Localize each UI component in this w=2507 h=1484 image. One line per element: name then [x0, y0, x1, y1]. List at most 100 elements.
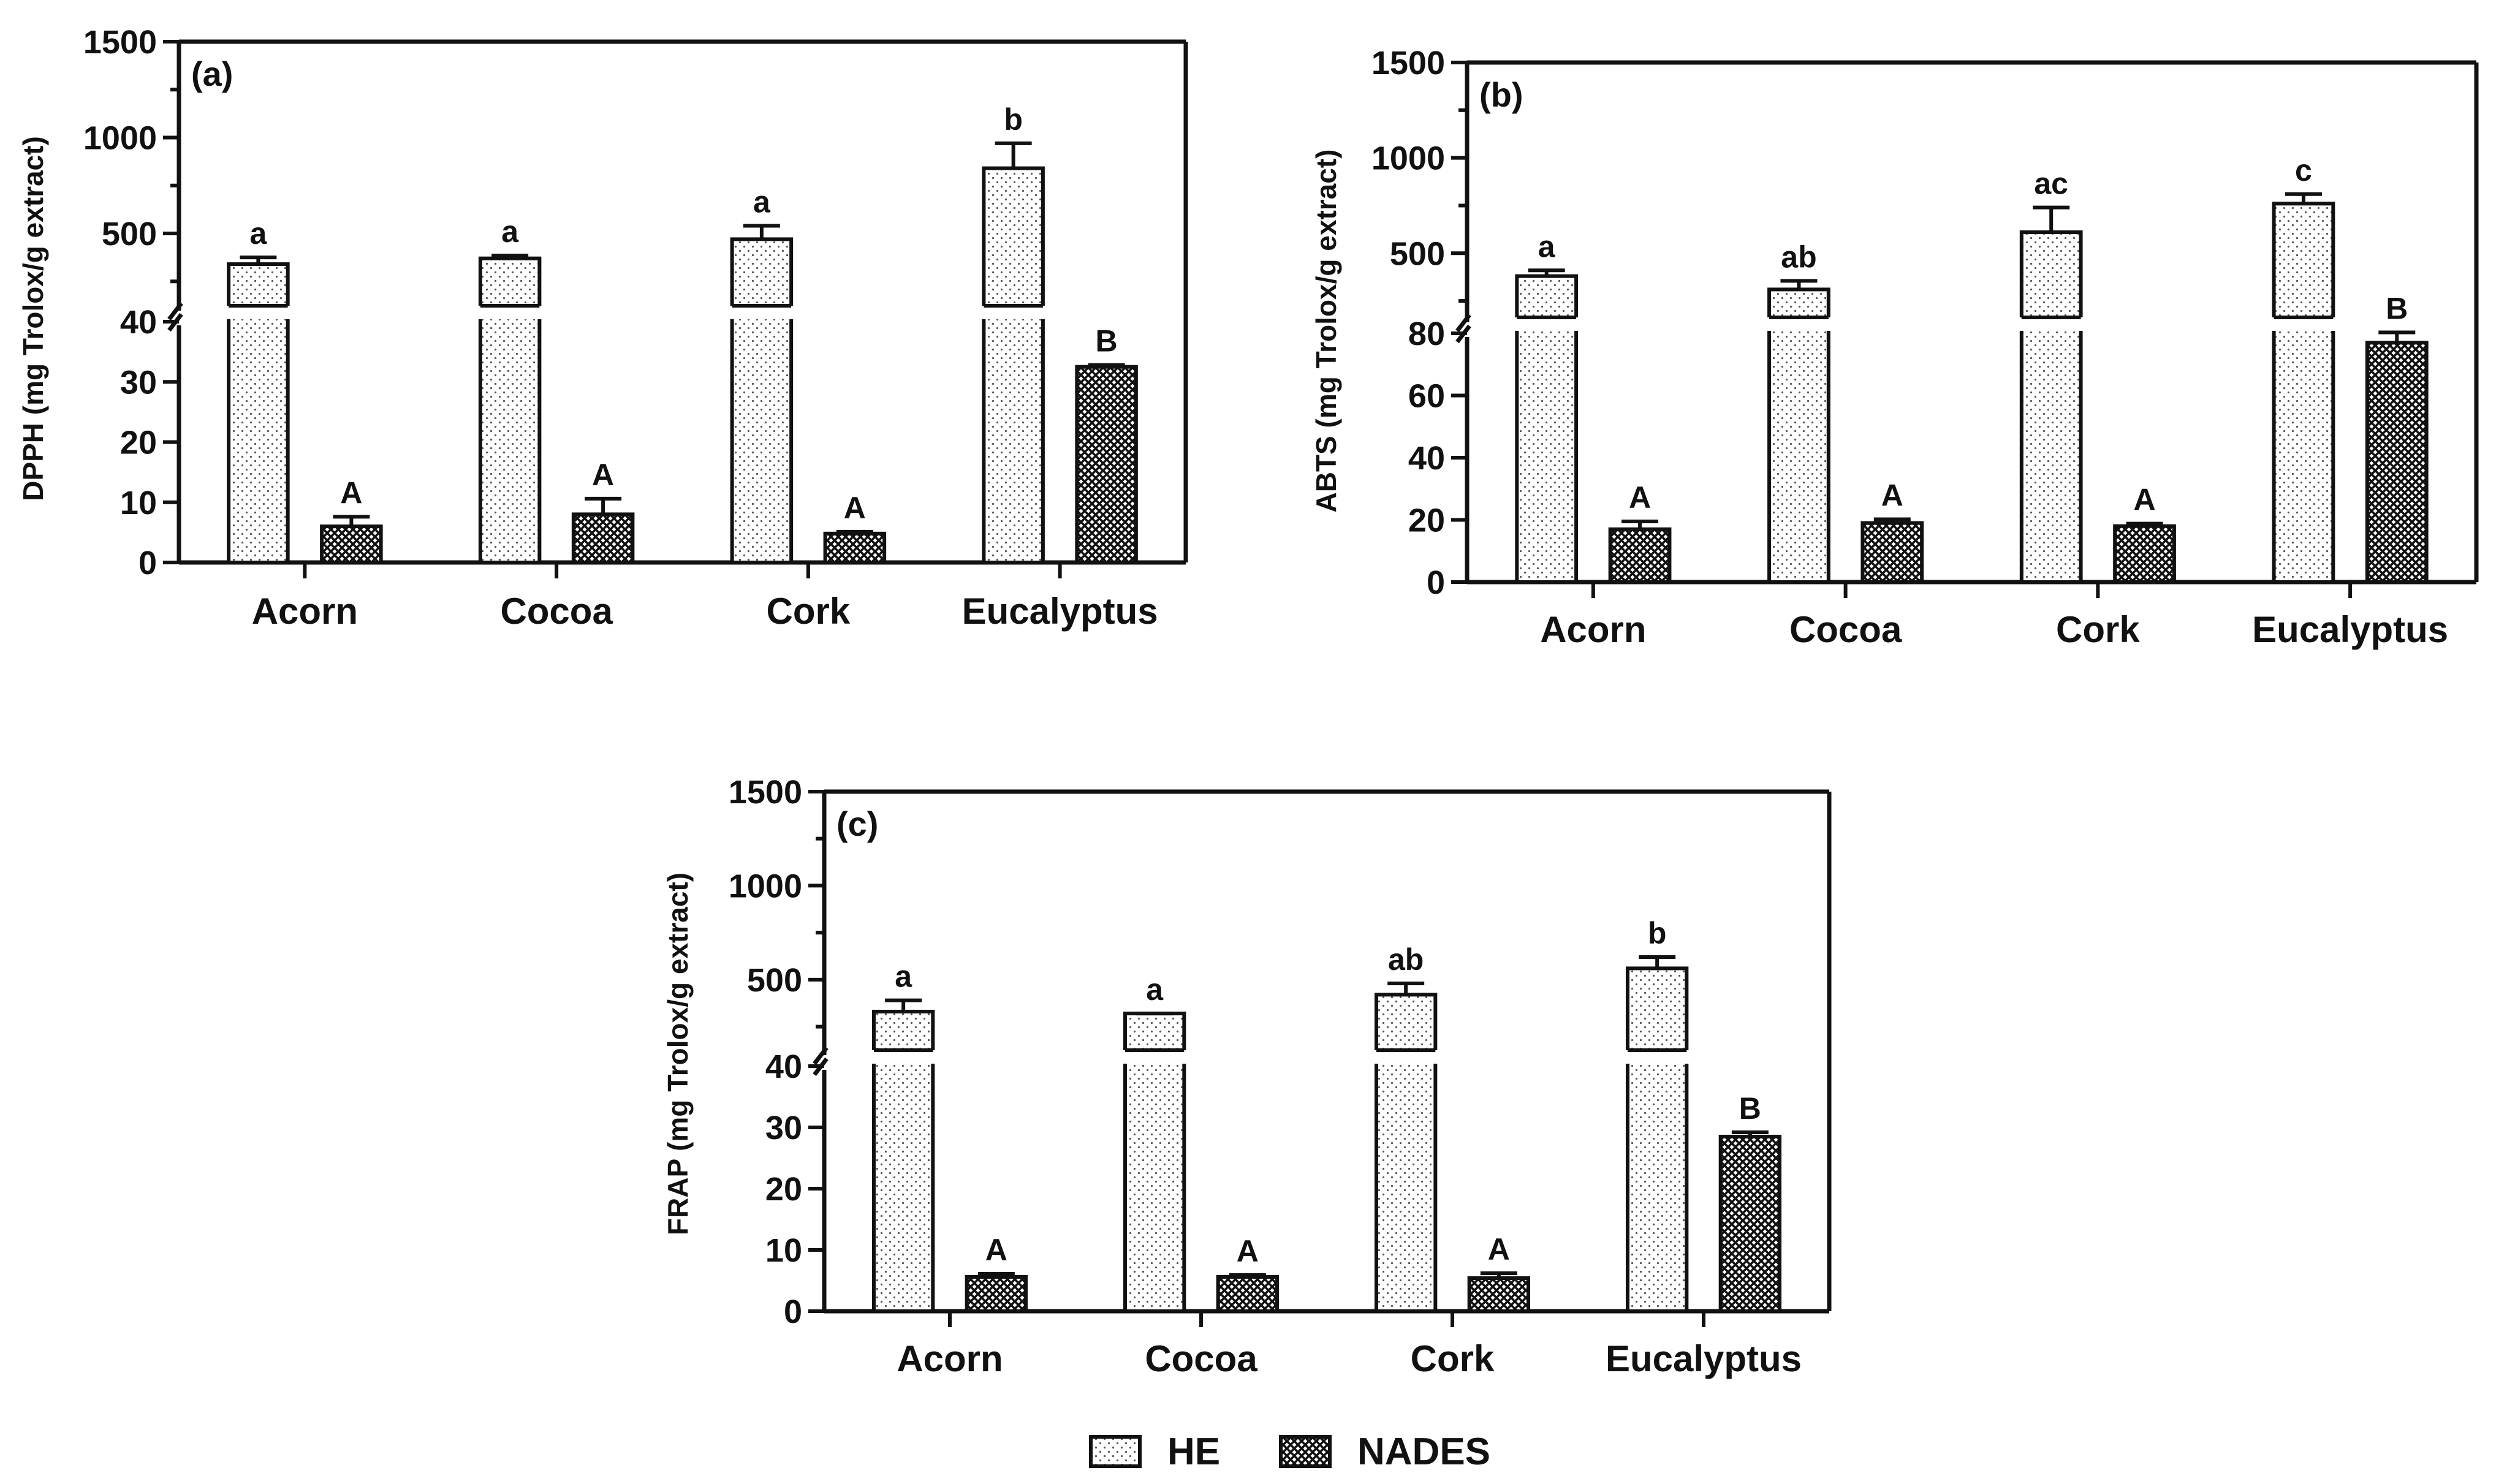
axis-break-mark: [167, 301, 183, 321]
y-tick-label: 1000: [1371, 140, 1445, 177]
significance-letter: a: [1146, 972, 1164, 1007]
panel-label: (a): [191, 55, 233, 93]
significance-letter: B: [1739, 1091, 1761, 1126]
significance-letter: ac: [2034, 167, 2068, 201]
bar-nades-cork: [1467, 1276, 1531, 1313]
bar-break-gap: [476, 306, 544, 319]
significance-letter: b: [1004, 102, 1023, 137]
y-tick-label: 30: [765, 1110, 802, 1146]
bar-nades-cocoa: [571, 512, 635, 565]
category-label: Cork: [767, 591, 851, 632]
significance-letter: A: [1237, 1234, 1259, 1268]
y-tick-label: 500: [1390, 235, 1445, 272]
category-label: Cork: [2056, 609, 2140, 650]
legend-swatch-nades: [1279, 1435, 1332, 1468]
bar-break-gap: [225, 306, 292, 319]
significance-letter: B: [2386, 291, 2408, 325]
legend: HE NADES: [1089, 1431, 1490, 1473]
y-tick-label: 20: [765, 1171, 802, 1208]
y-tick-label: 1500: [729, 774, 802, 811]
y-tick-label: 40: [765, 1048, 802, 1085]
significance-letter: B: [1096, 324, 1118, 358]
bar-break-gap: [2270, 317, 2337, 331]
bar-he-cork: [730, 237, 794, 564]
bar-nades-acorn: [320, 524, 383, 564]
category-label: Eucalyptus: [1606, 1338, 1802, 1379]
y-tick-label: 40: [120, 304, 157, 341]
panel-b: 0 20 40 60 80 500 1000 1500 ABTS (mg Trolox/g ex…: [1310, 45, 2479, 650]
significance-letter: A: [2133, 483, 2155, 517]
y-tick-label: 1500: [1371, 45, 1445, 81]
y-axis-label: FRAP (mg Trolox/g extract): [662, 873, 694, 1235]
y-tick-label: 10: [765, 1232, 802, 1269]
panel-c: 0 10 20 30 40 500 1000 1500 FRAP (mg Trolox/g ex…: [662, 774, 1832, 1379]
y-tick-label: 30: [120, 364, 157, 401]
significance-letter: ab: [1388, 942, 1424, 977]
significance-letter: A: [1488, 1232, 1510, 1266]
significance-letter: b: [1648, 916, 1667, 950]
bar-break-gap: [1121, 1050, 1188, 1064]
legend-swatch-he: [1089, 1435, 1142, 1468]
bar-nades-acorn: [965, 1275, 1028, 1313]
bar-nades-cork: [823, 531, 887, 565]
bar-he-eucalyptus: [982, 166, 1045, 564]
y-tick-label: 20: [120, 425, 157, 461]
significance-letter: A: [1881, 478, 1903, 512]
bar-he-cork: [2019, 230, 2083, 584]
bar-break-gap: [980, 306, 1047, 319]
panel-label: (c): [836, 804, 878, 843]
significance-letter: A: [592, 458, 614, 492]
y-tick-label: 500: [102, 216, 157, 252]
bar-he-eucalyptus: [1625, 966, 1689, 1313]
y-tick-label: 40: [1408, 440, 1445, 477]
category-label: Eucalyptus: [962, 591, 1158, 632]
significance-letter: a: [895, 960, 912, 994]
bar-nades-cocoa: [1216, 1275, 1280, 1313]
significance-letter: c: [2295, 153, 2312, 187]
y-tick-label: 0: [784, 1293, 802, 1330]
bar-he-eucalyptus: [2272, 202, 2335, 585]
panel-label: (b): [1479, 75, 1523, 114]
bar-nades-cocoa: [1860, 521, 1924, 585]
y-tick-label: 20: [1408, 502, 1445, 539]
bar-break-gap: [2017, 317, 2085, 331]
significance-letter: A: [985, 1233, 1007, 1267]
axis-break-mark: [813, 1046, 829, 1066]
y-tick-label: 10: [120, 485, 157, 521]
bar-break-gap: [728, 306, 795, 319]
y-tick-label: 1000: [729, 868, 802, 904]
bar-nades-eucalyptus: [1718, 1135, 1782, 1313]
legend-label-he: HE: [1167, 1431, 1220, 1473]
y-tick-label: 60: [1408, 378, 1445, 415]
significance-letter: A: [1629, 480, 1651, 515]
significance-letter: a: [501, 214, 519, 249]
y-tick-label: 1000: [83, 120, 157, 157]
significance-letter: a: [249, 216, 267, 251]
bar-nades-cork: [2113, 524, 2176, 585]
bar-nades-acorn: [1608, 527, 1672, 584]
bar-break-gap: [1513, 317, 1580, 331]
y-tick-label: 80: [1408, 316, 1445, 352]
y-tick-label: 0: [1427, 564, 1445, 601]
bar-break-gap: [1766, 317, 1832, 331]
significance-letter: A: [844, 491, 866, 525]
bar-nades-eucalyptus: [2365, 341, 2429, 584]
significance-letter: a: [1538, 229, 1556, 263]
category-label: Acorn: [252, 591, 358, 632]
significance-letter: ab: [1781, 240, 1816, 274]
y-tick-label: 1500: [83, 24, 157, 61]
panel-a: 0 10 20 30 40 500 1000 1500 DPPH (mg Trolox/g ex…: [17, 24, 1188, 632]
y-axis-label: DPPH (mg Trolox/g extract): [17, 136, 49, 501]
bar-break-gap: [1372, 1050, 1439, 1064]
category-label: Cocoa: [1145, 1338, 1257, 1379]
y-axis-label: ABTS (mg Trolox/g extract): [1310, 150, 1342, 513]
axis-break-mark: [1455, 313, 1471, 333]
bar-nades-eucalyptus: [1075, 365, 1138, 564]
category-label: Cocoa: [500, 591, 613, 632]
significance-letter: a: [753, 184, 771, 219]
significance-letter: A: [340, 475, 362, 510]
legend-label-nades: NADES: [1357, 1431, 1490, 1473]
category-label: Cocoa: [1789, 609, 1902, 650]
category-label: Eucalyptus: [2252, 609, 2448, 650]
